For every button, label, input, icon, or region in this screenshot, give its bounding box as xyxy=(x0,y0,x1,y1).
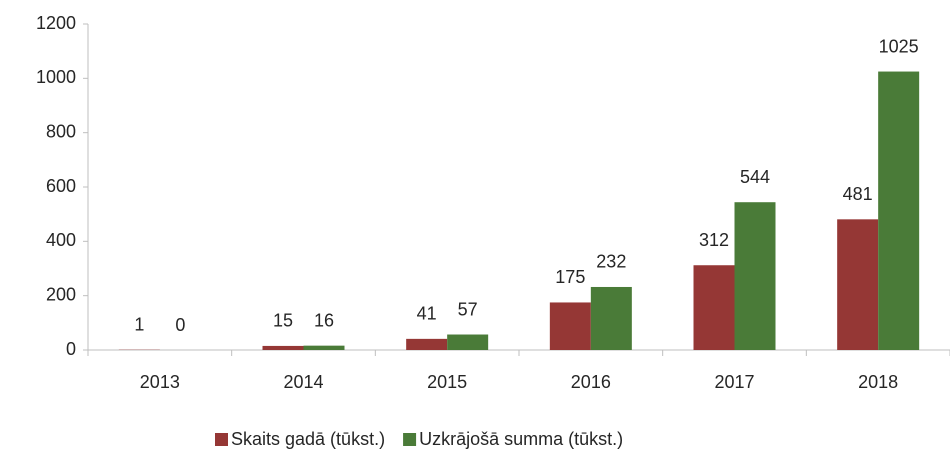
data-label: 481 xyxy=(843,184,873,204)
data-label: 1 xyxy=(134,314,144,334)
bar xyxy=(590,286,632,350)
y-tick-label: 800 xyxy=(46,121,76,141)
data-label: 0 xyxy=(175,315,185,335)
data-label: 544 xyxy=(740,167,770,187)
x-tick-label: 2015 xyxy=(427,372,467,392)
legend-swatch xyxy=(215,433,228,446)
y-tick-label: 1000 xyxy=(36,67,76,87)
x-tick-label: 2017 xyxy=(714,372,754,392)
y-tick-label: 200 xyxy=(46,284,76,304)
data-label: 1025 xyxy=(879,36,919,56)
legend-label: Skaits gadā (tūkst.) xyxy=(231,429,385,449)
bar xyxy=(447,334,489,350)
data-label: 232 xyxy=(596,252,626,272)
data-label: 57 xyxy=(458,299,478,319)
x-tick-label: 2016 xyxy=(571,372,611,392)
data-label: 41 xyxy=(417,304,437,324)
data-label: 175 xyxy=(555,267,585,287)
x-tick-label: 2018 xyxy=(858,372,898,392)
bar xyxy=(262,345,304,350)
x-tick-label: 2013 xyxy=(140,372,180,392)
bar xyxy=(878,71,920,351)
legend-label: Uzkrājošā summa (tūkst.) xyxy=(419,429,623,449)
bar xyxy=(303,345,345,350)
bar xyxy=(734,202,776,350)
y-tick-label: 400 xyxy=(46,230,76,250)
data-label: 312 xyxy=(699,230,729,250)
data-label: 15 xyxy=(273,311,293,331)
bar xyxy=(406,338,448,350)
legend-swatch xyxy=(403,433,417,446)
bar xyxy=(837,219,879,350)
bar xyxy=(549,302,591,350)
y-tick-label: 0 xyxy=(66,339,76,359)
bar xyxy=(693,265,735,350)
data-label: 16 xyxy=(314,310,334,330)
y-tick-label: 600 xyxy=(46,176,76,196)
y-tick-label: 1200 xyxy=(36,13,76,33)
x-tick-label: 2014 xyxy=(283,372,323,392)
